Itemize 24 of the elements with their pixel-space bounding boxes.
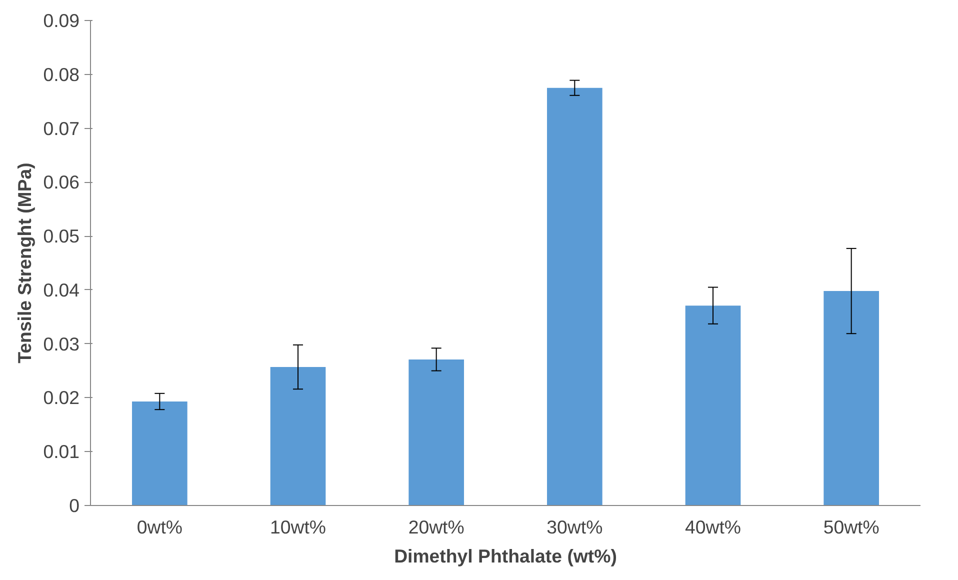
y-tick-label: 0.09	[43, 10, 80, 31]
x-tick-label: 20wt%	[408, 516, 464, 538]
y-axis-title: Tensile Strenght (MPa)	[14, 162, 36, 364]
x-tick-label: 40wt%	[685, 516, 741, 538]
bar	[132, 401, 188, 506]
y-tick-label: 0.03	[43, 333, 80, 354]
bar	[547, 88, 602, 506]
x-tick-label: 30wt%	[546, 516, 603, 538]
y-tick-label: 0.04	[43, 279, 80, 300]
x-axis-title: Dimethyl Phthalate (wt%)	[394, 546, 617, 566]
y-tick-label: 0	[69, 495, 80, 516]
bar	[824, 291, 879, 506]
bar	[408, 359, 464, 506]
x-tick-label: 0wt%	[136, 516, 182, 538]
y-tick-label: 0.05	[43, 226, 80, 247]
x-tick-label: 50wt%	[823, 516, 880, 538]
bar	[685, 306, 741, 506]
y-tick-label: 0.07	[43, 118, 80, 139]
x-tick-label: 10wt%	[270, 516, 326, 538]
y-tick-label: 0.01	[43, 441, 80, 462]
y-tick-label: 0.08	[43, 64, 80, 85]
bar	[270, 367, 326, 506]
y-tick-label: 0.02	[43, 387, 80, 408]
y-tick-label: 0.06	[43, 172, 80, 193]
